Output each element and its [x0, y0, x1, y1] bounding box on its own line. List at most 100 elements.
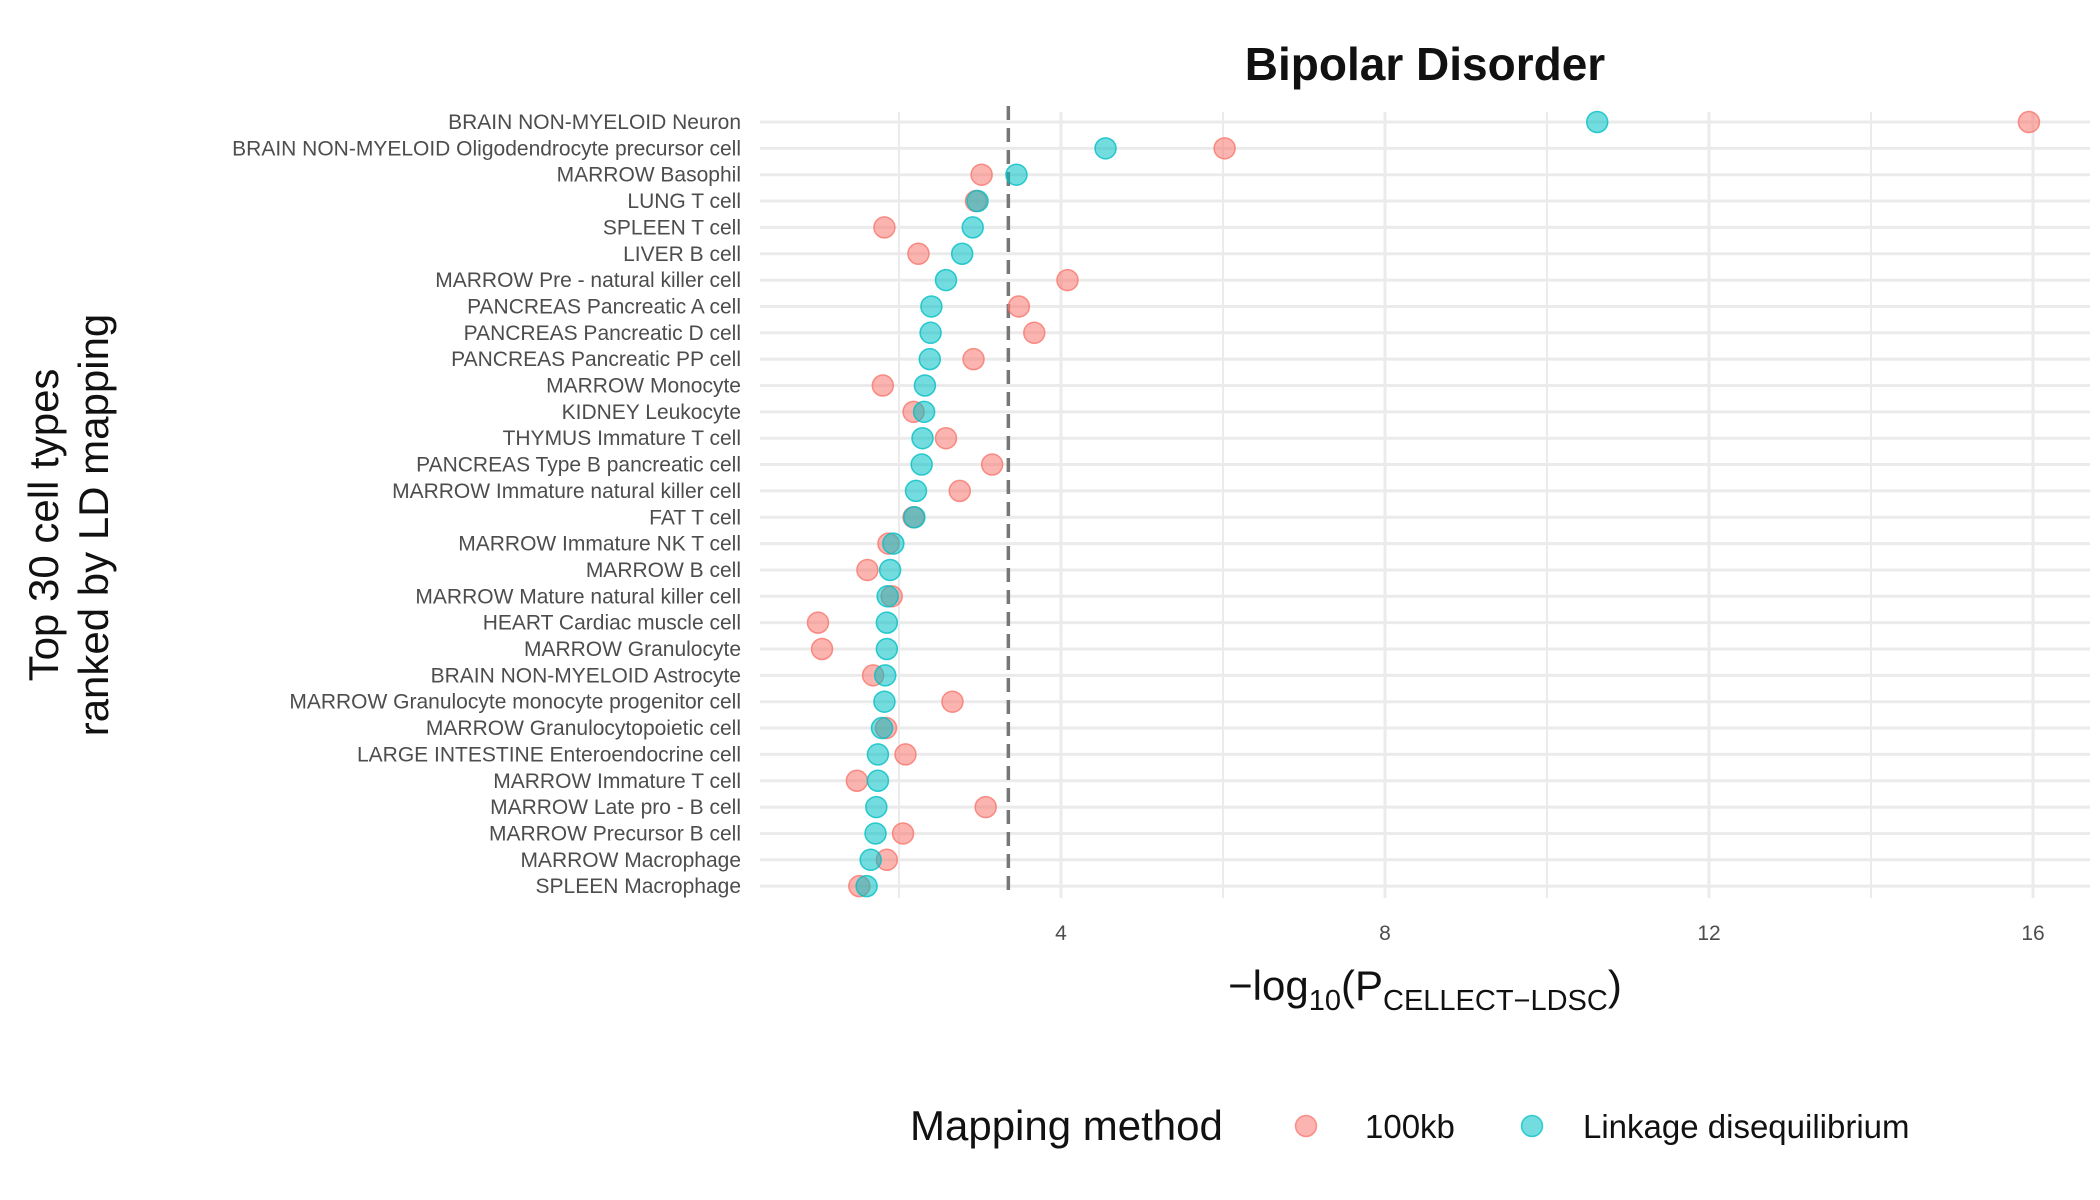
data-point-linkage-disequilibrium — [882, 532, 905, 555]
data-point-linkage-disequilibrium — [1585, 110, 1609, 134]
category-label: LIVER B cell — [623, 243, 741, 266]
data-point-linkage-disequilibrium — [911, 426, 934, 450]
category-label: LUNG T cell — [627, 190, 741, 213]
data-point-linkage-disequilibrium — [912, 400, 936, 424]
category-label: PANCREAS Pancreatic PP cell — [451, 348, 741, 371]
category-label: MARROW Immature NK T cell — [458, 533, 741, 556]
category-label: LARGE INTESTINE Enteroendocrine cell — [357, 743, 741, 766]
category-label: SPLEEN Macrophage — [536, 875, 741, 898]
category-label: MARROW Macrophage — [520, 849, 741, 872]
data-point-linkage-disequilibrium — [950, 242, 974, 265]
data-point-100kb — [980, 453, 1004, 476]
data-point-linkage-disequilibrium — [855, 874, 878, 898]
category-label: FAT T cell — [649, 506, 741, 529]
category-label: SPLEEN T cell — [603, 216, 741, 239]
x-axis-title-sub1: 10 — [1309, 985, 1341, 1017]
data-point-linkage-disequilibrium — [859, 848, 882, 872]
data-point-100kb — [894, 743, 917, 766]
data-point-100kb — [970, 163, 993, 186]
data-point-linkage-disequilibrium — [870, 716, 894, 740]
data-point-100kb — [810, 637, 834, 661]
y-axis-title-line-2: ranked by LD mapping — [70, 314, 117, 737]
data-point-linkage-disequilibrium — [918, 347, 942, 371]
data-point-100kb — [1007, 295, 1031, 318]
category-label: BRAIN NON-MYELOID Neuron — [448, 111, 741, 134]
data-point-linkage-disequilibrium — [864, 822, 887, 845]
category-label: BRAIN NON-MYELOID Oligodendrocyte precur… — [232, 137, 741, 160]
data-point-100kb — [891, 822, 915, 845]
category-label: KIDNEY Leukocyte — [562, 401, 741, 424]
category-labels: BRAIN NON-MYELOID Neuron BRAIN NON-MYELOI… — [232, 111, 741, 898]
data-point-linkage-disequilibrium — [866, 743, 890, 766]
x-tick-label: 4 — [1055, 922, 1067, 945]
data-point-100kb — [871, 374, 895, 397]
data-point-100kb — [873, 216, 896, 239]
y-axis-title-line-1: Top 30 cell types — [20, 369, 67, 682]
category-label: MARROW Precursor B cell — [489, 822, 741, 845]
category-label: MARROW Pre - natural killer cell — [435, 269, 741, 292]
data-point-linkage-disequilibrium — [1094, 137, 1117, 160]
legend-marker-100kb — [1294, 1114, 1318, 1138]
x-tick-label: 12 — [1697, 922, 1720, 945]
data-point-linkage-disequilibrium — [913, 374, 937, 397]
legend-label-100kb: 100kb — [1365, 1108, 1455, 1145]
data-point-100kb — [1056, 268, 1079, 292]
grid — [760, 112, 2090, 898]
legend-marker-linkage-disequilibrium — [1520, 1114, 1544, 1138]
data-point-100kb — [974, 795, 997, 819]
x-tick-labels: 4 8 12 16 — [1055, 922, 2045, 945]
x-tick-label: 16 — [2021, 922, 2044, 945]
data-points — [806, 110, 2041, 898]
data-point-linkage-disequilibrium — [966, 189, 989, 213]
data-point-100kb — [948, 479, 971, 503]
category-label: MARROW Mature natural killer cell — [415, 585, 741, 608]
data-point-100kb — [1213, 137, 1236, 160]
data-point-linkage-disequilibrium — [1005, 163, 1028, 186]
legend: Mapping method 100kb Linkage disequilibr… — [910, 1102, 1910, 1149]
chart-title: Bipolar Disorder — [1245, 38, 1606, 90]
data-point-linkage-disequilibrium — [878, 558, 902, 582]
x-tick-label: 8 — [1379, 922, 1391, 945]
data-point-100kb — [845, 769, 869, 792]
x-axis-title-sub2: CELLECT−LDSC — [1383, 985, 1608, 1017]
category-label: MARROW B cell — [586, 559, 741, 582]
x-axis-title-close: ) — [1608, 962, 1622, 1009]
data-point-linkage-disequilibrium — [873, 690, 896, 713]
y-axis-title: Top 30 cell types ranked by LD mapping — [20, 314, 117, 737]
category-label: BRAIN NON-MYELOID Astrocyte — [431, 664, 741, 687]
data-point-linkage-disequilibrium — [934, 268, 958, 292]
data-point-100kb — [941, 690, 964, 713]
data-point-linkage-disequilibrium — [910, 453, 933, 476]
category-label: PANCREAS Type B pancreatic cell — [416, 454, 741, 477]
data-point-linkage-disequilibrium — [875, 637, 899, 661]
category-label: THYMUS Immature T cell — [503, 427, 741, 450]
category-label: MARROW Immature natural killer cell — [392, 480, 741, 503]
category-label: HEART Cardiac muscle cell — [483, 612, 741, 635]
data-point-linkage-disequilibrium — [919, 321, 942, 345]
data-point-linkage-disequilibrium — [866, 769, 890, 792]
data-point-linkage-disequilibrium — [865, 795, 888, 819]
x-axis-title: −log10(PCELLECT−LDSC) — [1228, 962, 1622, 1017]
data-point-100kb — [1023, 321, 1046, 345]
category-label: PANCREAS Pancreatic D cell — [464, 322, 741, 345]
data-point-linkage-disequilibrium — [920, 295, 943, 318]
data-point-100kb — [962, 347, 985, 371]
legend-label-linkage-disequilibrium: Linkage disequilibrium — [1583, 1108, 1910, 1145]
data-point-linkage-disequilibrium — [903, 506, 926, 529]
category-label: MARROW Immature T cell — [493, 770, 741, 793]
category-label: MARROW Granulocytopoietic cell — [426, 717, 741, 740]
legend-title: Mapping method — [910, 1102, 1223, 1149]
category-label: MARROW Granulocyte monocyte progenitor c… — [289, 691, 741, 714]
data-point-linkage-disequilibrium — [875, 611, 899, 634]
data-point-linkage-disequilibrium — [873, 664, 897, 687]
category-label: PANCREAS Pancreatic A cell — [467, 295, 741, 318]
x-axis-title-prefix: −log — [1228, 962, 1309, 1009]
category-label: MARROW Monocyte — [546, 375, 741, 398]
data-point-linkage-disequilibrium — [961, 216, 984, 239]
data-point-linkage-disequilibrium — [904, 479, 928, 503]
data-point-100kb — [806, 611, 830, 634]
category-label: MARROW Granulocyte — [524, 638, 741, 661]
data-point-100kb — [856, 558, 879, 582]
data-point-linkage-disequilibrium — [876, 585, 899, 608]
